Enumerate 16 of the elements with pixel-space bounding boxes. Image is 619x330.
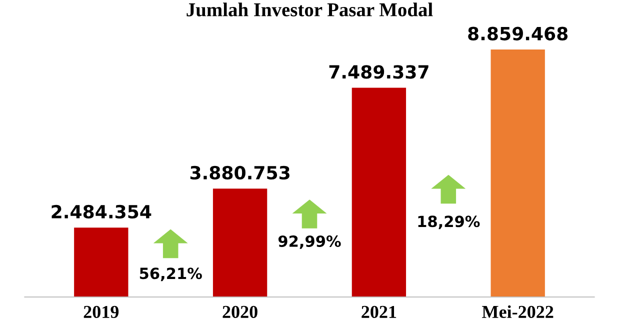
chart-title: Jumlah Investor Pasar Modal: [186, 2, 433, 16]
x-tick-label: Mei-2022: [482, 305, 554, 318]
bar: [212, 188, 268, 297]
x-tick-label: 2021: [362, 306, 396, 318]
annotation: 92,99%: [278, 235, 341, 249]
data-label: 8.859.468: [468, 26, 568, 40]
bar: [74, 228, 128, 297]
data-label: 3.880.753: [190, 166, 290, 180]
annotation: 56,21%: [140, 268, 202, 282]
bar: [490, 50, 545, 297]
data-label: 7.489.337: [329, 65, 428, 79]
annotation: 18,29%: [418, 216, 480, 230]
data-label: 2.484.354: [52, 204, 152, 219]
x-tick-label: 2019: [84, 306, 119, 318]
bar: [352, 88, 406, 297]
x-tick-label: 2020: [222, 306, 258, 318]
